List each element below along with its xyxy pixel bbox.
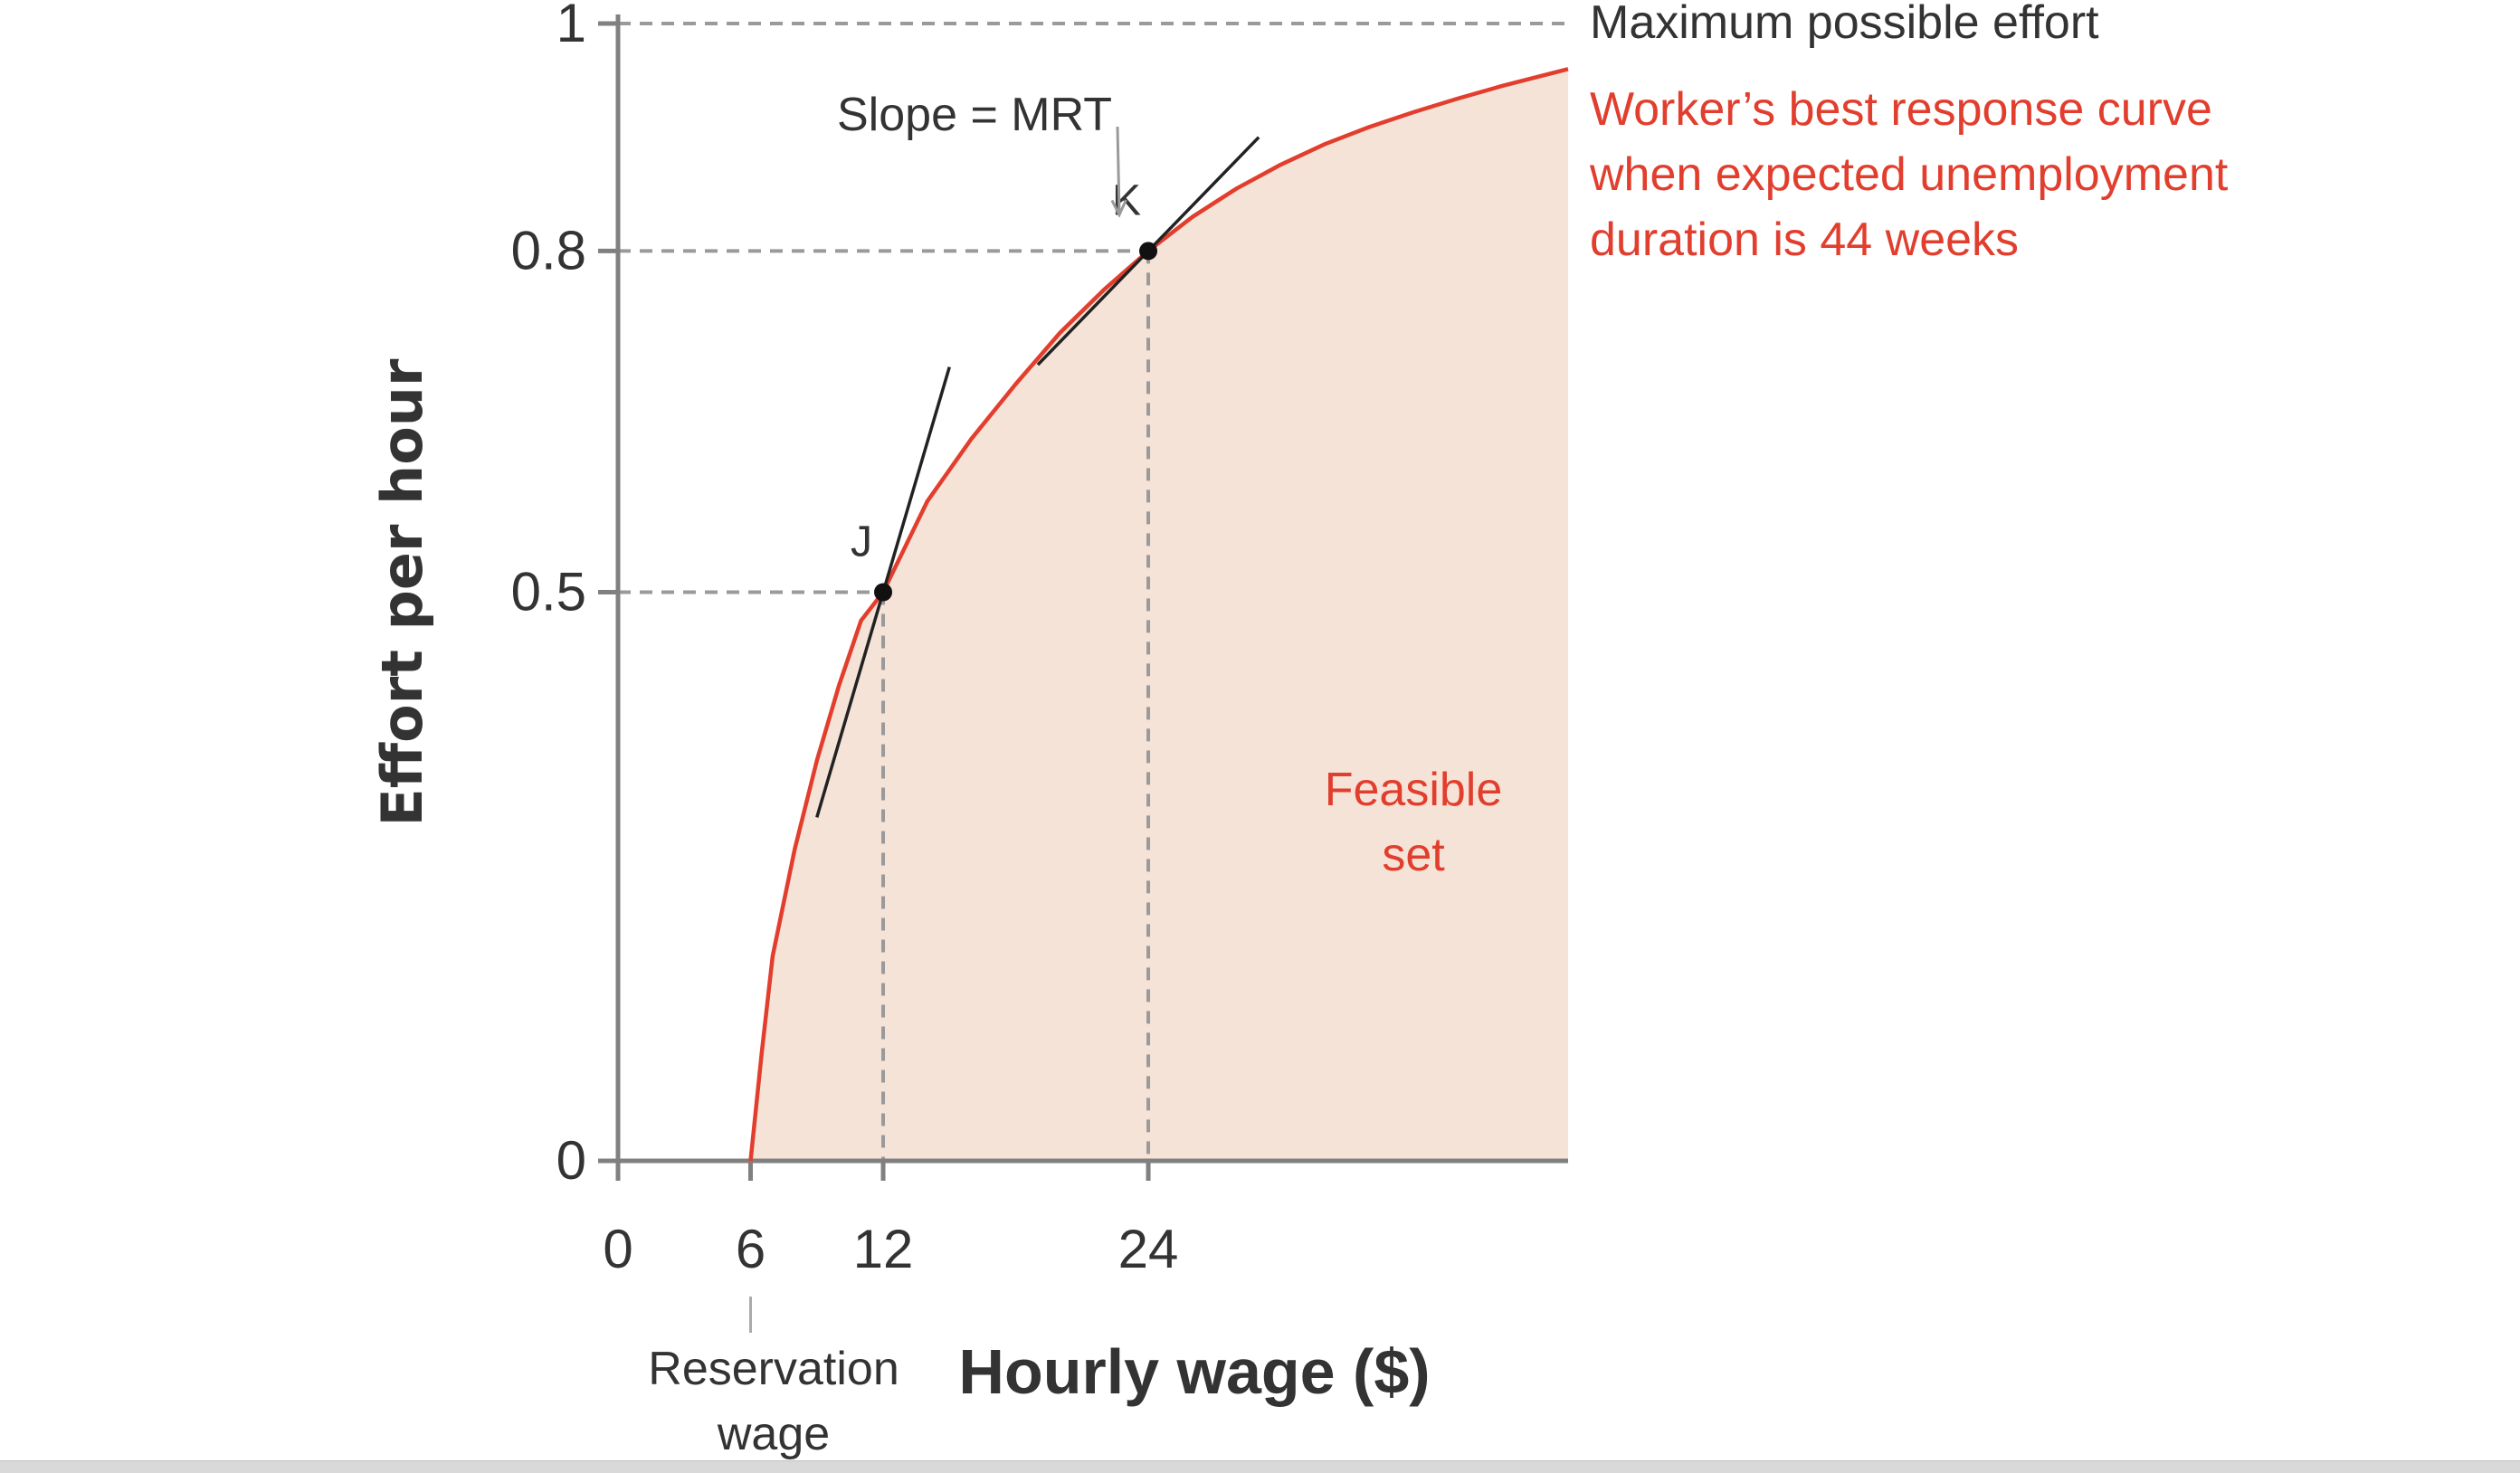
slope-arrow-head — [1110, 199, 1127, 218]
best-response-curve — [748, 67, 1569, 1162]
curve-label-line-1: Worker’s best response curve — [1590, 83, 2212, 136]
x-tick-label: 6 — [736, 1219, 766, 1279]
x-tick-label: 0 — [603, 1219, 632, 1279]
point-j — [874, 583, 893, 602]
y-tick-label: 0.5 — [511, 562, 586, 622]
x-tick-label: 24 — [1118, 1219, 1179, 1279]
curve-label-line-2: when expected unemployment — [1589, 148, 2229, 201]
text-layer: Maximum possible effort Worker’s best re… — [369, 0, 2229, 1460]
y-tick-label: 0 — [556, 1130, 586, 1191]
point-k — [1139, 242, 1158, 261]
curve-layer — [748, 67, 1569, 1162]
axes-layer: 0 0.5 0.8 1 0 6 12 24 — [511, 0, 1568, 1333]
points-layer: JK — [851, 176, 1158, 602]
max-effort-label: Maximum possible effort — [1590, 0, 2099, 49]
slope-arrow-line — [1116, 126, 1121, 215]
window-bottom-edge — [0, 1460, 2520, 1473]
feasible-set-area — [750, 69, 1568, 1161]
x-tick-label: 12 — [853, 1219, 914, 1279]
y-axis-title: Effort per hour — [369, 358, 435, 826]
x-axis-title: Hourly wage ($) — [958, 1336, 1430, 1407]
curve-label-line-3: duration is 44 weeks — [1590, 214, 2019, 266]
reservation-wage-label-line-1: Reservation — [648, 1343, 899, 1395]
y-tick-label: 0.8 — [511, 220, 586, 280]
feasible-set-layer — [750, 69, 1568, 1161]
dashed-guides-layer — [618, 22, 1568, 1161]
feasible-set-label-line-2: set — [1382, 829, 1445, 881]
slope-mrt-label: Slope = MRT — [837, 89, 1112, 141]
y-tick-label: 1 — [556, 0, 586, 53]
point-label-j: J — [851, 518, 872, 566]
reservation-wage-label-line-2: wage — [717, 1408, 830, 1460]
feasible-set-label-line-1: Feasible — [1325, 764, 1503, 816]
